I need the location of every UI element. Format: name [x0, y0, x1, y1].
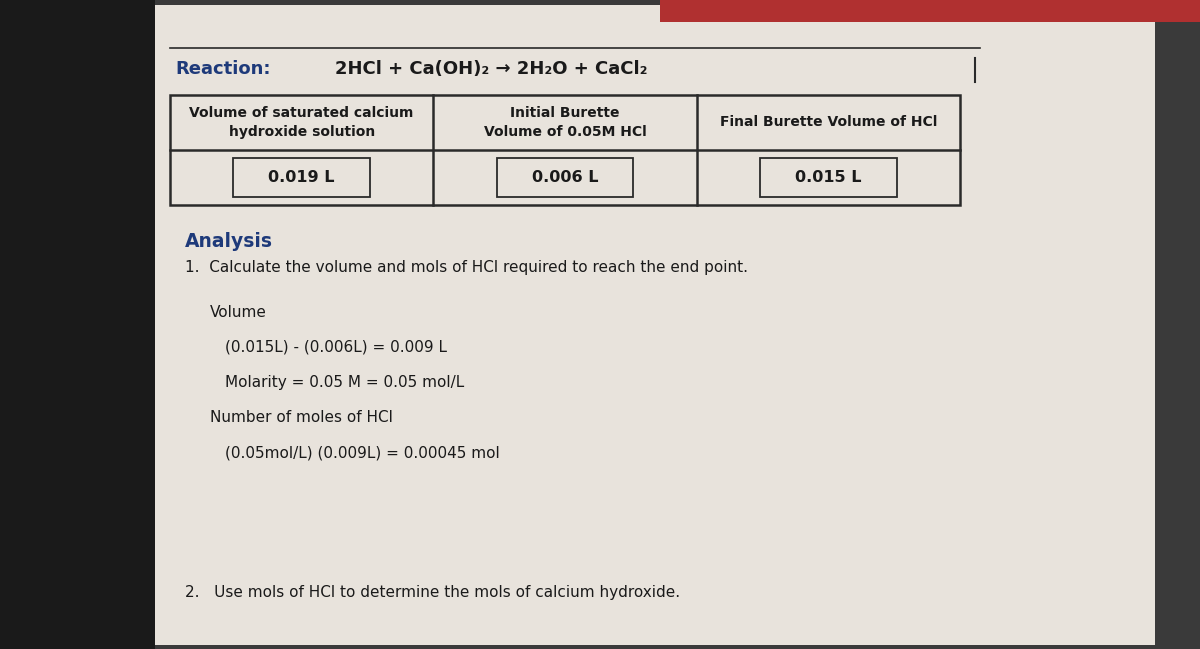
Bar: [170, 95, 960, 205]
Bar: [760, 158, 896, 197]
Bar: [497, 158, 634, 197]
Text: (0.015L) - (0.006L) = 0.009 L: (0.015L) - (0.006L) = 0.009 L: [226, 340, 446, 355]
Text: 2.   Use mols of HCl to determine the mols of calcium hydroxide.: 2. Use mols of HCl to determine the mols…: [185, 585, 680, 600]
Text: Initial Burette
Volume of 0.05M HCl: Initial Burette Volume of 0.05M HCl: [484, 106, 647, 139]
Text: Analysis: Analysis: [185, 232, 274, 251]
Text: 1.  Calculate the volume and mols of HCl required to reach the end point.: 1. Calculate the volume and mols of HCl …: [185, 260, 748, 275]
Bar: [660, 0, 1200, 22]
Text: Volume: Volume: [210, 305, 266, 320]
Bar: [233, 158, 370, 197]
Bar: [155, 5, 1154, 645]
Text: Number of moles of HCl: Number of moles of HCl: [210, 410, 392, 425]
Text: 0.019 L: 0.019 L: [269, 170, 335, 185]
Bar: [0, 0, 155, 649]
Text: (0.05mol/L) (0.009L) = 0.00045 mol: (0.05mol/L) (0.009L) = 0.00045 mol: [226, 445, 499, 460]
Text: Reaction:: Reaction:: [175, 60, 270, 78]
Text: 0.006 L: 0.006 L: [532, 170, 599, 185]
Text: Volume of saturated calcium
hydroxide solution: Volume of saturated calcium hydroxide so…: [190, 106, 414, 139]
Text: Final Burette Volume of HCl: Final Burette Volume of HCl: [720, 116, 937, 130]
Text: 2HCl + Ca(OH)₂ → 2H₂O + CaCl₂: 2HCl + Ca(OH)₂ → 2H₂O + CaCl₂: [335, 60, 648, 78]
Text: Molarity = 0.05 M = 0.05 mol/L: Molarity = 0.05 M = 0.05 mol/L: [226, 375, 464, 390]
Text: 0.015 L: 0.015 L: [796, 170, 862, 185]
